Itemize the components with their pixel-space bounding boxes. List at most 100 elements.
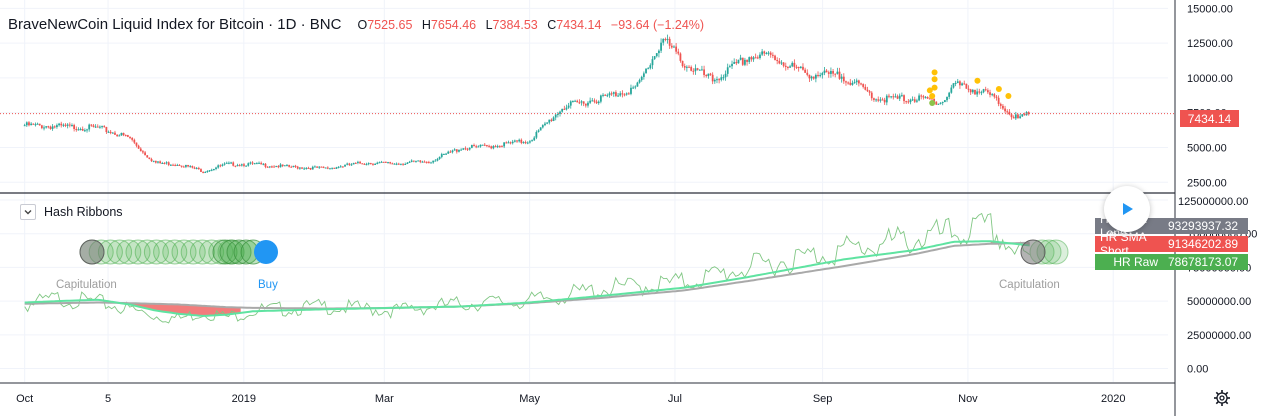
price-candle (726, 67, 729, 74)
price-candle (185, 164, 187, 167)
chevron-down-icon[interactable] (20, 204, 36, 220)
capitulation-circle (143, 239, 169, 265)
price-candle (604, 94, 607, 96)
price-candle (335, 167, 338, 169)
price-candle (341, 166, 344, 168)
time-axis-tick: 5 (105, 393, 111, 405)
price-candle (685, 66, 688, 68)
price-candle (658, 50, 660, 54)
price-candle (174, 165, 177, 167)
price-candle (391, 163, 394, 165)
price-candle (567, 105, 570, 108)
price-candle (490, 146, 493, 149)
hr-raw-name: HR Raw (1095, 254, 1163, 270)
price-candle (350, 164, 353, 166)
price-candle (176, 164, 179, 166)
price-candle (769, 52, 772, 55)
price-candle (1019, 116, 1022, 119)
price-candle (195, 167, 198, 169)
price-candle (879, 99, 882, 101)
buy-signal-circle (254, 240, 278, 264)
price-candle (25, 122, 28, 126)
price-candle (243, 164, 245, 166)
price-candle (943, 100, 946, 103)
price-candle (30, 123, 33, 126)
price-candle (311, 166, 314, 170)
price-candle (967, 88, 970, 90)
price-candle (763, 51, 766, 54)
price-candle (541, 125, 544, 128)
price-candle (703, 69, 705, 75)
replay-play-button[interactable] (1104, 186, 1150, 232)
price-candle (529, 141, 531, 143)
price-candle (223, 163, 226, 165)
price-candle (733, 62, 736, 64)
price-candle (819, 75, 822, 77)
price-candle (825, 70, 828, 73)
price-candle (580, 101, 583, 103)
indicator-name: Hash Ribbons (44, 205, 123, 219)
high-label: H (421, 18, 431, 32)
price-candle (666, 38, 669, 40)
price-candle (271, 166, 273, 168)
price-candle (245, 165, 248, 167)
price-candle (653, 56, 656, 60)
price-candle (1017, 114, 1019, 119)
price-candle (53, 126, 56, 128)
price-candle (279, 164, 282, 168)
price-candle (612, 92, 615, 94)
price-candle (787, 66, 789, 68)
price-candle (251, 162, 254, 164)
price-candle (477, 146, 480, 148)
price-candle (99, 126, 101, 128)
price-candle (913, 99, 916, 102)
price-candle (556, 113, 559, 115)
price-candle (331, 167, 334, 169)
price-candle (756, 57, 759, 59)
price-candle (206, 170, 209, 173)
price-candle (455, 149, 458, 152)
price-candle (974, 89, 976, 95)
price-candle (574, 100, 576, 102)
price-candle (834, 73, 837, 75)
price-candle (911, 99, 914, 101)
gear-icon[interactable] (1213, 389, 1231, 407)
price-candle (857, 80, 860, 84)
price-candle (369, 163, 372, 165)
price-candle (931, 98, 933, 100)
price-candle (415, 160, 417, 162)
price-candle (679, 53, 682, 61)
hr-raw-value: 78678173.07 (1163, 254, 1248, 270)
price-candle (855, 80, 858, 83)
price-candle (68, 124, 71, 126)
time-axis-tick: 2020 (1101, 393, 1125, 405)
price-candle (236, 165, 239, 167)
price-candle (617, 95, 619, 97)
price-candle (821, 73, 824, 76)
price-candle (217, 165, 220, 168)
price-candle (118, 135, 121, 137)
price-candle (440, 154, 443, 157)
price-candle (537, 130, 540, 132)
price-candle (458, 149, 460, 152)
price-candle (993, 94, 996, 97)
price-candle (838, 71, 841, 79)
price-candle (707, 73, 710, 77)
price-candle (739, 57, 742, 60)
capitulation-circle (171, 239, 197, 265)
indicator-legend: Hash Ribbons (20, 203, 123, 221)
capitulation-circle (219, 239, 245, 265)
price-candle (212, 169, 215, 171)
price-candle (215, 167, 217, 170)
price-candle (114, 132, 116, 135)
price-candle (995, 96, 998, 98)
price-candle (924, 97, 927, 99)
price-candle (249, 162, 252, 164)
price-candle (905, 101, 908, 103)
price-candle (286, 165, 288, 167)
price-candle (73, 125, 76, 129)
price-candle (425, 161, 428, 163)
price-candle (86, 129, 88, 131)
price-candle (139, 148, 142, 152)
